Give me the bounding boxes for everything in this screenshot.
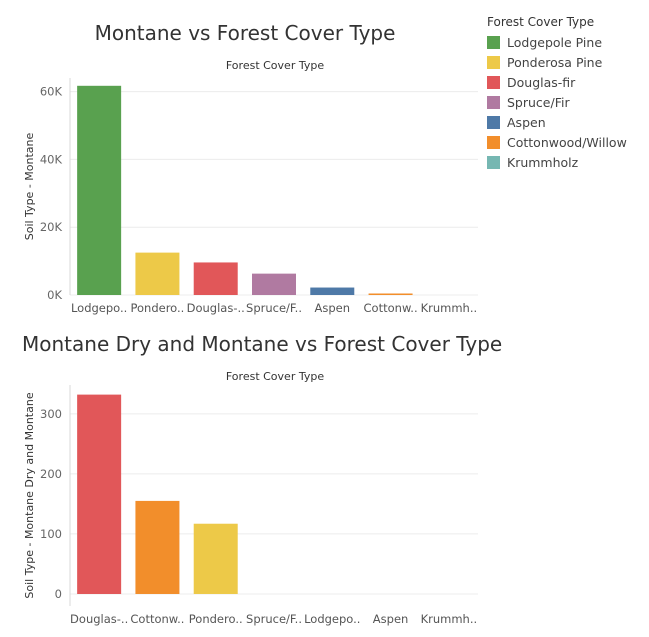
legend-label: Krummholz (507, 154, 579, 170)
legend-swatch (487, 155, 500, 169)
bar (135, 500, 180, 594)
x-category-label: Krummh.. (421, 612, 478, 626)
x-category-label: Cottonw.. (364, 301, 418, 315)
x-category-label: Pondero.. (130, 301, 184, 315)
bar (77, 85, 122, 296)
legend-label: Lodgepole Pine (507, 34, 603, 50)
x-category-label: Aspen (373, 612, 409, 626)
y-tick-label: 20K (40, 220, 63, 234)
x-category-label: Lodgepo.. (304, 612, 360, 626)
y-tick-label: 200 (40, 467, 62, 481)
y-tick-label: 300 (40, 407, 62, 421)
bar (310, 287, 355, 295)
x-category-label: Aspen (315, 301, 351, 315)
legend-swatch (487, 75, 500, 89)
bar (193, 262, 238, 295)
y-tick-label: 0 (55, 587, 62, 601)
legend: Forest Cover Type Lodgepole Pine Pondero… (487, 15, 647, 172)
column-header: Forest Cover Type (226, 59, 324, 72)
bar (193, 523, 238, 594)
legend-item-aspen[interactable]: Aspen (487, 112, 647, 132)
x-category-label: Spruce/F.. (246, 301, 302, 315)
x-category-label: Cottonw.. (130, 612, 184, 626)
legend-item-lodgepole-pine[interactable]: Lodgepole Pine (487, 32, 647, 52)
bar (135, 252, 180, 295)
chart-title: Montane Dry and Montane vs Forest Cover … (22, 332, 502, 356)
legend-swatch (487, 115, 500, 129)
bar (368, 293, 413, 295)
legend-label: Spruce/Fir (507, 94, 570, 110)
y-tick-label: 40K (40, 152, 63, 166)
legend-item-krummholz[interactable]: Krummholz (487, 152, 647, 172)
x-category-label: Spruce/F.. (246, 612, 302, 626)
legend-label: Douglas-fir (507, 74, 576, 90)
y-tick-label: 60K (40, 85, 63, 99)
legend-label: Aspen (507, 114, 546, 130)
x-category-label: Krummh.. (421, 301, 478, 315)
legend-swatch (487, 135, 500, 149)
legend-swatch (487, 55, 500, 69)
legend-item-ponderosa-pine[interactable]: Ponderosa Pine (487, 52, 647, 72)
legend-label: Ponderosa Pine (507, 54, 603, 70)
x-category-label: Douglas-.. (187, 301, 245, 315)
legend-item-cottonwood-willow[interactable]: Cottonwood/Willow (487, 132, 647, 152)
x-category-label: Douglas-.. (70, 612, 128, 626)
legend-item-spruce-fir[interactable]: Spruce/Fir (487, 92, 647, 112)
legend-swatch (487, 95, 500, 109)
y-tick-label: 100 (40, 527, 62, 541)
legend-swatch (487, 35, 500, 49)
chart-title: Montane vs Forest Cover Type (95, 21, 396, 45)
x-category-label: Pondero.. (189, 612, 243, 626)
y-axis-label: Soil Type - Montane Dry and Montane (23, 392, 36, 598)
y-tick-label: 0K (47, 288, 62, 302)
column-header: Forest Cover Type (226, 370, 324, 383)
x-category-label: Lodgepo.. (71, 301, 127, 315)
y-axis-label: Soil Type - Montane (23, 133, 36, 241)
bar (77, 394, 122, 594)
bar (252, 273, 296, 295)
legend-title: Forest Cover Type (487, 15, 595, 29)
legend-item-douglas-fir[interactable]: Douglas-fir (487, 72, 647, 92)
legend-label: Cottonwood/Willow (507, 134, 627, 150)
